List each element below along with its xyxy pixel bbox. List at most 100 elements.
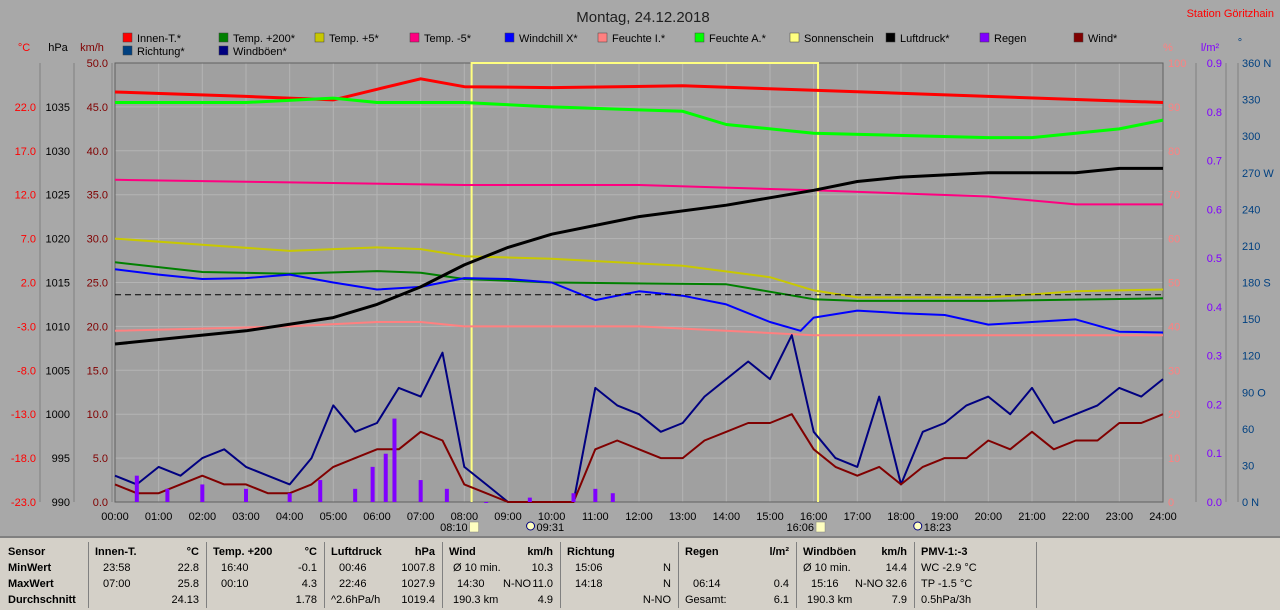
- wind-unit: km/h: [527, 546, 553, 558]
- x-tick-label: 19:00: [931, 511, 959, 523]
- wind-avg-value: 4.9: [537, 594, 553, 606]
- row-label-min: MinWert: [8, 562, 52, 574]
- axis-tick-direction: 120: [1242, 351, 1260, 363]
- luftdruck-min-time: 00:46: [339, 562, 367, 574]
- axis-tick-rain: 0.1: [1207, 448, 1222, 460]
- regen-column: Regen l/m² 06:14 0.4 Gesamt: 6.1: [678, 542, 795, 608]
- richtung-column: Richtung 15:06 N 14:18 N N-NO: [560, 542, 677, 608]
- axis-tick-direction: 330: [1242, 95, 1260, 107]
- rain-bar: [370, 466, 375, 502]
- x-tick-label: 13:00: [669, 511, 697, 523]
- axis-tick-pressure: 1010: [46, 321, 70, 333]
- regen-unit: l/m²: [769, 546, 789, 558]
- row-label-max: MaxWert: [8, 578, 54, 590]
- x-tick-label: 23:00: [1106, 511, 1134, 523]
- windboen-distance: 190.3 km: [807, 594, 853, 606]
- axis-tick-wind: 40.0: [87, 146, 108, 158]
- axis-tick-direction: 150: [1242, 314, 1260, 326]
- rain-bar: [134, 475, 139, 502]
- axis-unit-temp: °C: [18, 42, 30, 54]
- wind-head: Wind: [449, 546, 476, 558]
- windboen-avg10-value: 14.4: [885, 562, 907, 574]
- axis-unit-humidity: %: [1163, 42, 1173, 54]
- temp200-min-time: 16:40: [221, 562, 249, 574]
- wind-avg10-value: 10.3: [531, 562, 553, 574]
- rain-bar: [418, 480, 423, 502]
- axis-tick-pressure: 995: [52, 453, 70, 465]
- axis-tick-pressure: 990: [52, 497, 70, 509]
- legend-label: Windböen*: [233, 46, 288, 58]
- pmv-dewpoint: TP -1.5 °C: [921, 578, 973, 590]
- x-tick-label: 20:00: [975, 511, 1003, 523]
- luftdruck-column: Luftdruck hPa 00:46 1007.8 22:46 1027.9 …: [324, 542, 441, 608]
- table-empty-area: [1036, 542, 1277, 608]
- legend-swatch: [122, 32, 133, 43]
- axis-tick-rain: 0.5: [1207, 253, 1222, 265]
- series-line: [114, 261, 1164, 302]
- axis-tick-direction: 360 N: [1242, 58, 1271, 70]
- axis-tick-wind: 0.0: [93, 497, 108, 509]
- rain-bar: [244, 488, 248, 502]
- innen-unit: °C: [186, 546, 199, 558]
- axis-tick-temp: 22.0: [15, 102, 36, 114]
- pmv-windchill: WC -2.9 °C: [921, 562, 977, 574]
- luftdruck-unit: hPa: [414, 546, 435, 558]
- legend-label: Temp. +5*: [329, 33, 380, 45]
- axis-tick-pressure: 1005: [46, 365, 70, 377]
- series-line: [114, 413, 1164, 503]
- temp200-column: Temp. +200 °C 16:40 -0.1 00:10 4.3 1.78: [206, 542, 323, 608]
- temp200-max-value: 4.3: [301, 578, 317, 590]
- legend-label: Feuchte A.*: [709, 33, 767, 45]
- axis-tick-direction: 60: [1242, 424, 1254, 436]
- x-tick-label: 10:00: [538, 511, 566, 523]
- regen-total-value: 6.1: [773, 594, 789, 606]
- luftdruck-trend: ^2.6hPa/h: [331, 594, 381, 606]
- windboen-max-value: 32.6: [885, 578, 907, 590]
- legend-swatch: [789, 32, 800, 43]
- axis-tick-temp: -13.0: [11, 409, 36, 421]
- x-tick-label: 12:00: [625, 511, 653, 523]
- x-tick-label: 02:00: [189, 511, 217, 523]
- moon-time-label: 18:23: [924, 522, 952, 534]
- axis-tick-humidity: 0: [1168, 497, 1174, 509]
- innen-avg-value: 24.13: [171, 594, 199, 606]
- axis-tick-wind: 20.0: [87, 321, 108, 333]
- legend-swatch: [597, 32, 608, 43]
- innen-min-value: 22.8: [177, 562, 199, 574]
- weather-chart: 08:10 16:06 09:31 18:23 00:00 01:00 02:00 03:0…: [10, 8, 1275, 534]
- legend-label: Temp. -5*: [424, 33, 472, 45]
- rain-bar: [571, 493, 576, 502]
- sun-icon: [469, 521, 479, 533]
- regen-max-value: 0.4: [773, 578, 789, 590]
- axis-tick-temp: 7.0: [21, 234, 36, 246]
- axis-tick-pressure: 1025: [46, 190, 70, 202]
- innen-max-time: 07:00: [103, 578, 131, 590]
- axis-tick-direction: 180 S: [1242, 278, 1271, 290]
- x-tick-label: 18:00: [887, 511, 915, 523]
- axis-tick-humidity: 40: [1168, 321, 1180, 333]
- axis-tick-pressure: 1035: [46, 102, 70, 114]
- axis-tick-pressure: 1015: [46, 278, 70, 290]
- axis-tick-humidity: 10: [1168, 453, 1180, 465]
- legend-swatch: [1073, 32, 1084, 43]
- legend-swatch: [122, 45, 133, 56]
- axis-unit-direction: °: [1238, 37, 1242, 49]
- legend-swatch: [694, 32, 705, 43]
- axis-tick-direction: 240: [1242, 204, 1260, 216]
- axis-tick-wind: 35.0: [87, 190, 108, 202]
- richtung-min-value: N: [663, 562, 671, 574]
- richtung-max-time: 14:18: [575, 578, 603, 590]
- temp200-min-value: -0.1: [298, 562, 317, 574]
- x-tick-label: 17:00: [844, 511, 872, 523]
- innen-head: Innen-T.: [95, 546, 137, 558]
- x-tick-label: 04:00: [276, 511, 304, 523]
- windboen-avg-value: 7.9: [891, 594, 907, 606]
- rain-bar: [593, 488, 598, 502]
- rain-bar: [527, 497, 532, 502]
- richtung-min-time: 15:06: [575, 562, 603, 574]
- x-tick-label: 11:00: [582, 511, 609, 523]
- axis-tick-humidity: 90: [1168, 102, 1180, 114]
- rain-bar: [610, 493, 615, 502]
- moon-icon: [913, 521, 923, 531]
- axis-tick-temp: 17.0: [15, 146, 36, 158]
